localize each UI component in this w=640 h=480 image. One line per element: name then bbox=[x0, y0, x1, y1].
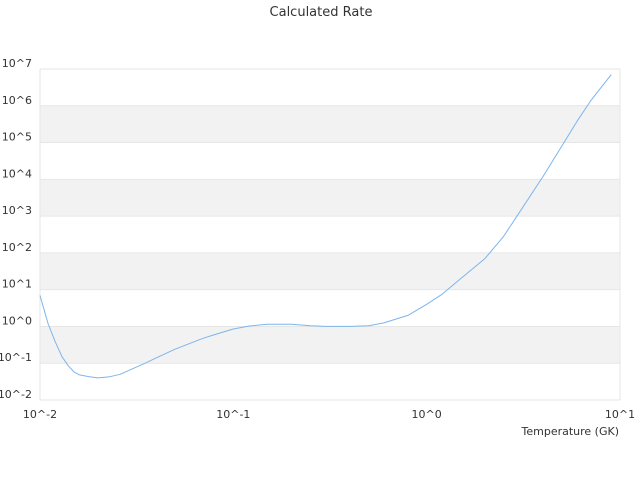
x-axis-ticks: 10^-2 10^-1 10^0 10^1 bbox=[23, 408, 635, 421]
x-tick-label: 10^0 bbox=[412, 408, 442, 421]
y-tick-label: 10^7 bbox=[2, 57, 32, 70]
y-tick-label: 10^3 bbox=[2, 204, 32, 217]
plot-band bbox=[40, 179, 620, 217]
y-axis-ticks: 10^-2 10^-1 10^0 10^1 10^2 10^3 10^4 10^5 10^6 10… bbox=[0, 57, 32, 401]
chart-title: Calculated Rate bbox=[270, 5, 373, 20]
y-tick-label: 10^1 bbox=[2, 278, 32, 291]
plot-bands bbox=[40, 105, 620, 364]
plot-band bbox=[40, 252, 620, 290]
y-tick-label: 10^6 bbox=[2, 94, 32, 107]
series-group bbox=[39, 74, 612, 379]
x-axis-title: Temperature (GK) bbox=[521, 425, 620, 438]
series-line bbox=[39, 74, 612, 379]
plot-band bbox=[40, 326, 620, 364]
x-tick-label: 10^1 bbox=[605, 408, 635, 421]
x-tick-label: 10^-2 bbox=[23, 408, 57, 421]
gridlines bbox=[39, 68, 621, 401]
y-tick-label: 10^5 bbox=[2, 131, 32, 144]
y-tick-label: 10^2 bbox=[2, 241, 32, 254]
y-tick-label: 10^-2 bbox=[0, 388, 32, 401]
y-tick-label: 10^-1 bbox=[0, 351, 32, 364]
x-tick-label: 10^-1 bbox=[216, 408, 250, 421]
y-tick-label: 10^4 bbox=[2, 167, 32, 180]
plot-band bbox=[40, 105, 620, 143]
y-tick-label: 10^0 bbox=[2, 314, 32, 327]
